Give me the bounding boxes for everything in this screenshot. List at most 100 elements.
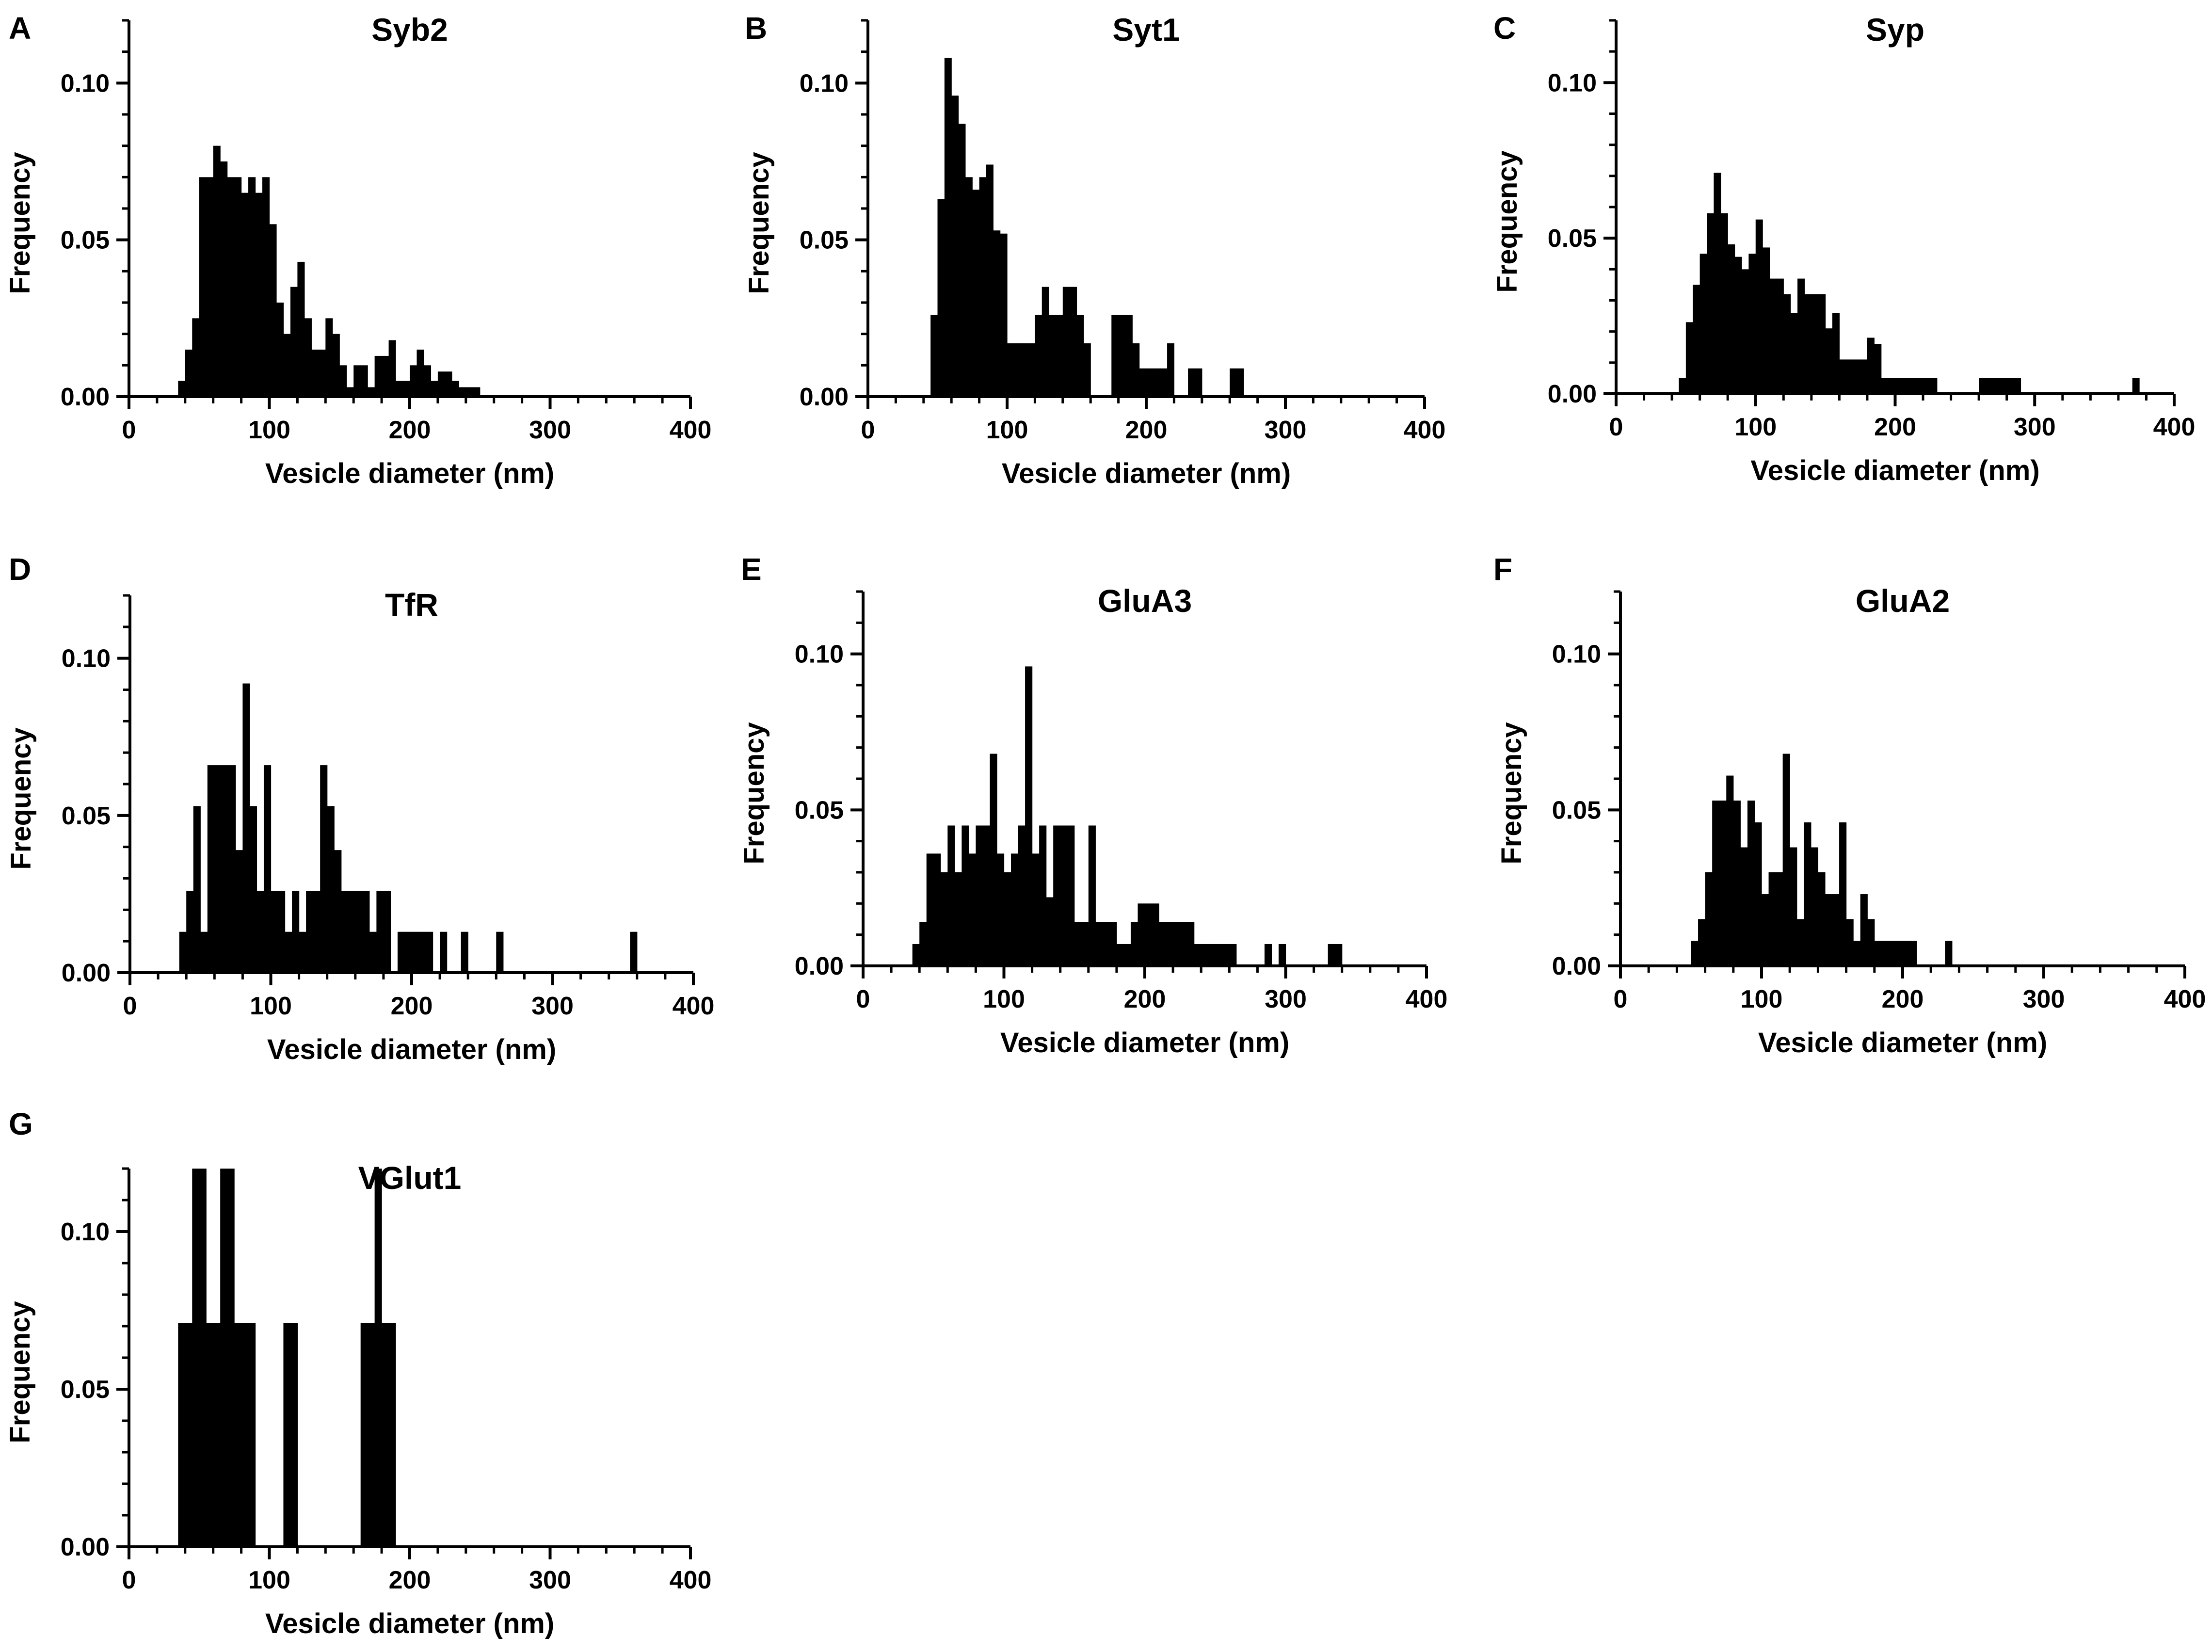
bar (1853, 359, 1861, 394)
bar (1733, 801, 1741, 966)
bar (248, 177, 256, 397)
bar (360, 1323, 368, 1547)
bar (1699, 254, 1707, 394)
bar (1111, 315, 1119, 397)
bar (249, 806, 257, 973)
x-tick-label: 300 (529, 416, 571, 444)
bar (339, 365, 347, 397)
bar (1132, 343, 1140, 397)
bar (200, 931, 208, 973)
bar (1860, 359, 1868, 394)
bar (213, 145, 221, 397)
bar (972, 190, 980, 397)
panel-letter: E (741, 552, 762, 587)
bar (1804, 294, 1812, 394)
bar (263, 765, 272, 973)
bar (1004, 872, 1011, 966)
y-tick-label: 0.10 (1548, 69, 1597, 97)
bar (965, 177, 973, 397)
bar (1728, 244, 1735, 394)
bar (1153, 368, 1161, 397)
bar (1902, 378, 1909, 394)
y-tick-label: 0.10 (795, 641, 844, 669)
bar (440, 931, 448, 973)
y-axis-title: Frequency (4, 1301, 36, 1443)
x-tick-label: 300 (531, 992, 574, 1020)
bar (451, 381, 459, 397)
bar (912, 944, 920, 966)
chart-title: Syp (1866, 12, 1924, 48)
bar (271, 891, 278, 973)
bar (368, 1323, 375, 1547)
panel-g: G VGlut1 0.00 0.05 0.10 0 100 200 300 400 Vesicle … (4, 1107, 711, 1639)
bar (1726, 775, 1734, 966)
bar (1818, 872, 1826, 966)
bar (299, 931, 306, 973)
bar (1074, 922, 1082, 966)
bar (369, 931, 377, 973)
bar (368, 387, 375, 397)
bar (1007, 343, 1014, 397)
x-tick-label: 200 (1125, 416, 1168, 444)
y-tick-label: 0.10 (800, 69, 849, 97)
bar (1874, 941, 1882, 966)
x-tick-label: 200 (389, 416, 431, 444)
x-tick-label: 400 (670, 1566, 712, 1594)
bar (1083, 343, 1091, 397)
bar (186, 891, 194, 973)
bar (1768, 872, 1776, 966)
panel-d: D TfR 0.00 0.05 0.10 0 100 200 300 400 Vesicle dia… (5, 552, 714, 1065)
bar (255, 192, 263, 397)
bar (1021, 343, 1028, 397)
y-axis-title: Frequency (1491, 150, 1523, 292)
chart-title: VGlut1 (358, 1160, 462, 1196)
bar (374, 355, 382, 397)
bar (1056, 315, 1063, 397)
bar (227, 177, 235, 397)
bar (1693, 285, 1700, 394)
bar (1888, 378, 1896, 394)
bar (1818, 294, 1826, 394)
bar (1741, 269, 1749, 394)
bar (1222, 944, 1230, 966)
bar (1734, 257, 1742, 394)
bar (362, 891, 370, 973)
bar (1014, 343, 1022, 397)
bar (1236, 368, 1244, 397)
bar (986, 164, 994, 397)
bar (1747, 801, 1755, 966)
x-tick-label: 300 (529, 1566, 571, 1594)
y-tick-label: 0.05 (62, 802, 111, 830)
panel-e: E GluA3 0.00 0.05 0.10 0 100 200 300 400 Vesicle d… (738, 552, 1447, 1059)
bar (1782, 754, 1790, 966)
x-tick-label: 200 (1874, 413, 1916, 441)
x-axis-title: Vesicle diameter (nm) (1750, 455, 2039, 486)
bar (1070, 287, 1077, 397)
x-tick-label: 0 (123, 992, 137, 1020)
bar (1278, 944, 1286, 966)
bar (1811, 294, 1819, 394)
bar (213, 1323, 221, 1547)
bar (982, 825, 991, 966)
bar (1679, 378, 1686, 394)
bar (262, 177, 270, 397)
bar (2006, 378, 2014, 394)
bar (283, 334, 291, 397)
bar (311, 350, 319, 397)
bar (1194, 944, 1202, 966)
bar (1860, 894, 1868, 966)
x-axis-title: Vesicle diameter (nm) (265, 1608, 554, 1639)
bar (241, 1323, 249, 1547)
x-tick-label: 200 (389, 1566, 431, 1594)
x-tick-label: 100 (983, 985, 1025, 1013)
bar (1180, 922, 1187, 966)
bar (285, 931, 292, 973)
bar (1748, 254, 1756, 394)
bar (951, 96, 959, 397)
bar (1740, 847, 1748, 966)
bar (1173, 922, 1181, 966)
bar (383, 891, 391, 973)
bar (306, 891, 314, 973)
bar (1796, 919, 1804, 966)
